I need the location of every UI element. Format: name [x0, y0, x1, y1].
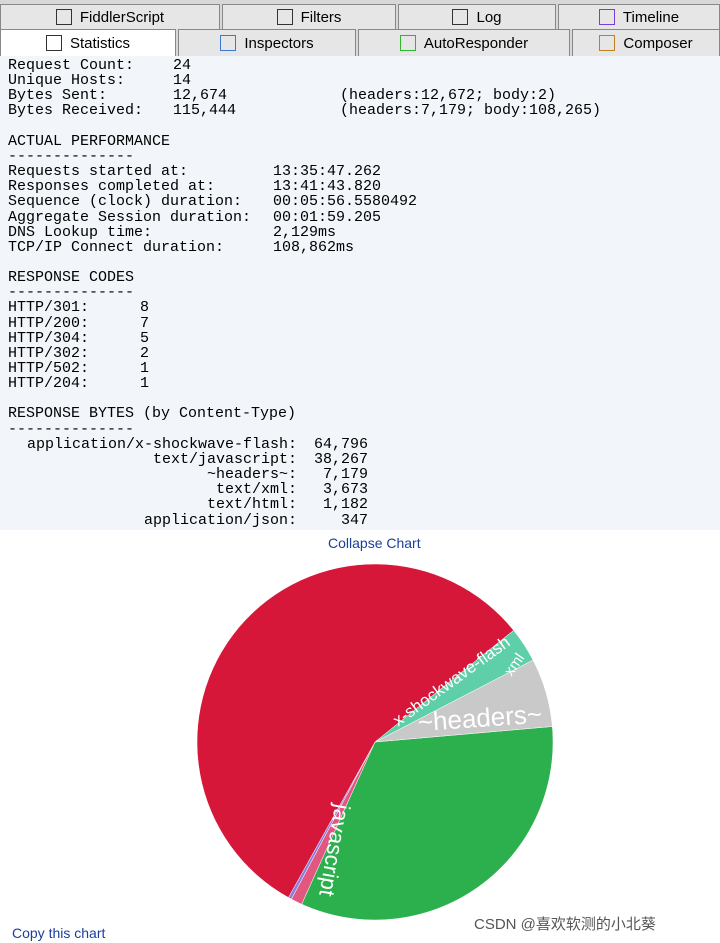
byte-count: 3,673 — [322, 481, 368, 499]
pie-slice — [301, 726, 554, 921]
section-title: RESPONSE CODES — [8, 269, 135, 287]
tab[interactable]: Log — [398, 4, 556, 29]
section-title: ACTUAL PERFORMANCE — [8, 132, 171, 150]
tab-icon — [55, 9, 72, 25]
tab-label: Inspectors — [244, 34, 314, 52]
stat-value: 00:01:59.205 — [273, 208, 382, 226]
tab-icon — [599, 35, 616, 51]
stat-label: TCP/IP Connect duration: — [8, 238, 225, 256]
tab-label: Statistics — [69, 34, 130, 52]
stat-value: 108,862ms — [273, 238, 355, 256]
copy-chart-link[interactable]: Copy this chart — [12, 925, 106, 941]
stat-label: HTTP/302: — [8, 344, 90, 362]
stat-value: 24 — [173, 57, 192, 74]
stat-label: HTTP/304: — [8, 329, 90, 347]
statistics-panel: Request Count: 24 Unique Hosts: 14 Bytes Sen… — [0, 56, 720, 530]
tab[interactable]: AutoResponder — [358, 29, 570, 56]
content-type: text/xml: — [215, 481, 297, 499]
stat-value: 8 — [140, 299, 150, 317]
tab-bar: FiddlerScript Filters Log Timeline Statistic… — [0, 0, 720, 56]
stat-label: Unique Hosts: — [8, 72, 126, 90]
stat-value: 13:41:43.820 — [273, 178, 382, 196]
stat-value: 1 — [140, 375, 150, 393]
stat-label: Bytes Received: — [8, 102, 144, 120]
stat-value: 7 — [140, 314, 150, 332]
content-type: ~headers~: — [206, 466, 297, 484]
tab-icon — [399, 35, 416, 51]
tab[interactable]: Composer — [572, 29, 720, 56]
collapse-chart-link[interactable]: Collapse Chart — [328, 535, 421, 551]
byte-count: 7,179 — [322, 466, 368, 484]
stat-value: 00:05:56.5580492 — [273, 193, 418, 211]
tab[interactable]: FiddlerScript — [0, 4, 220, 29]
stat-label: Responses completed at: — [8, 178, 216, 196]
stat-label: Sequence (clock) duration: — [8, 193, 243, 211]
stat-label: HTTP/301: — [8, 299, 90, 317]
stat-label: Aggregate Session duration: — [8, 208, 252, 226]
stat-detail: (headers:12,672; body:2) — [340, 87, 557, 105]
stat-label: Requests started at: — [8, 163, 189, 181]
section-title: RESPONSE BYTES (by Content-Type) — [8, 405, 297, 423]
byte-count: 347 — [340, 511, 368, 529]
tab[interactable]: Inspectors — [178, 29, 356, 56]
separator: -------------- — [8, 284, 135, 302]
stat-value: 2,129ms — [273, 223, 337, 241]
pie-slice — [196, 563, 514, 898]
separator: -------------- — [8, 147, 135, 165]
tab-icon — [452, 9, 469, 25]
byte-count: 1,182 — [322, 496, 368, 514]
content-type: application/json: — [143, 511, 297, 529]
stat-label: HTTP/204: — [8, 375, 90, 393]
tab-icon — [45, 35, 62, 51]
stat-value: 13:35:47.262 — [273, 163, 382, 181]
byte-count: 64,796 — [313, 435, 368, 453]
stat-label: Bytes Sent: — [8, 87, 108, 105]
stat-value: 12,674 — [173, 87, 228, 105]
stat-label: HTTP/200: — [8, 314, 90, 332]
pie-slice — [374, 659, 553, 743]
stat-label: HTTP/502: — [8, 360, 90, 377]
watermark: CSDN @喜欢软测的小北葵 — [474, 916, 656, 933]
stat-value: 115,444 — [173, 102, 237, 120]
stat-label: DNS Lookup time: — [8, 223, 153, 241]
tab-label: AutoResponder — [423, 34, 529, 52]
content-type: application/x-shockwave-flash: — [26, 435, 297, 453]
tab-label: Composer — [623, 34, 693, 52]
tab-label: Timeline — [622, 8, 680, 26]
separator: -------------- — [8, 420, 135, 438]
stat-label: Request Count: — [8, 57, 135, 74]
stat-value: 2 — [140, 344, 150, 362]
tab[interactable]: Timeline — [558, 4, 720, 29]
tab-icon — [276, 9, 293, 25]
stat-value: 14 — [173, 72, 192, 90]
tab-icon — [220, 35, 237, 51]
stat-value: 1 — [140, 360, 150, 377]
tab-icon — [598, 9, 615, 25]
tab[interactable]: Filters — [222, 4, 396, 29]
stat-detail: (headers:7,179; body:108,265) — [340, 102, 602, 120]
tab-label: Filters — [300, 8, 342, 26]
byte-count: 38,267 — [313, 450, 368, 468]
stat-value: 5 — [140, 329, 150, 347]
tab-label: Log — [476, 8, 502, 26]
tab-label: FiddlerScript — [79, 8, 165, 26]
tab[interactable]: Statistics — [0, 29, 176, 56]
content-type: text/html: — [206, 496, 297, 514]
content-type: text/javascript: — [152, 450, 297, 468]
